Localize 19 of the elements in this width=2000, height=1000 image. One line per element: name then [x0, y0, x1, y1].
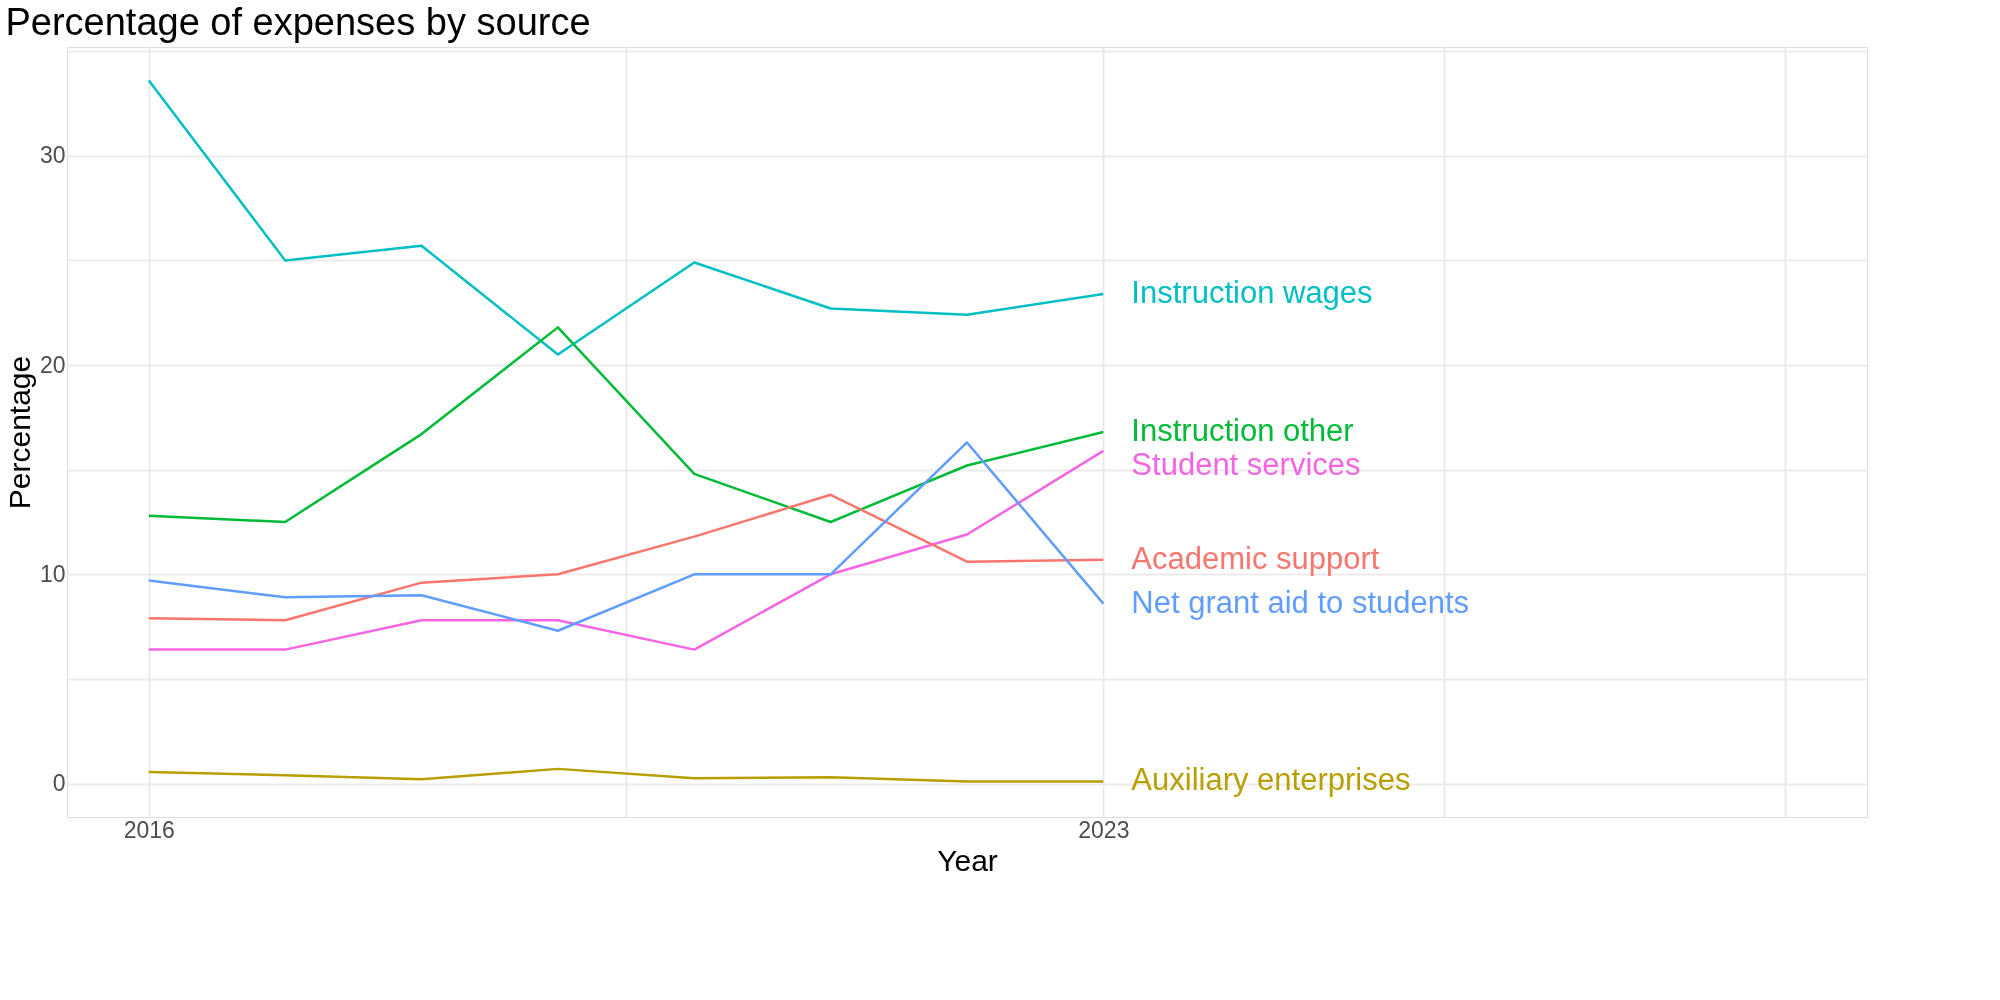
chart-title: Percentage of expenses by source — [5, 1, 591, 43]
x-tick-label: 2016 — [123, 816, 175, 843]
series-label: Instruction other — [1131, 413, 1354, 448]
line-series — [147, 493, 1105, 622]
series-label: Instruction wages — [1131, 274, 1373, 310]
x-tick-label: 2023 — [1078, 816, 1130, 843]
y-tick-label: 10 — [39, 560, 66, 587]
series-label: Academic support — [1131, 540, 1380, 576]
line-series — [147, 767, 1105, 783]
y-tick-label: 20 — [39, 351, 66, 378]
x-axis-title: Year — [937, 843, 998, 877]
y-axis-title: Percentage — [2, 355, 36, 510]
line-series — [147, 326, 1105, 524]
series-label: Student services — [1131, 447, 1361, 482]
y-tick-label: 0 — [52, 770, 66, 797]
line-series — [147, 79, 1105, 356]
series-label: Auxiliary enterprises — [1131, 762, 1411, 798]
series-label: Net grant aid to students — [1131, 584, 1470, 620]
y-tick-label: 30 — [39, 142, 66, 169]
